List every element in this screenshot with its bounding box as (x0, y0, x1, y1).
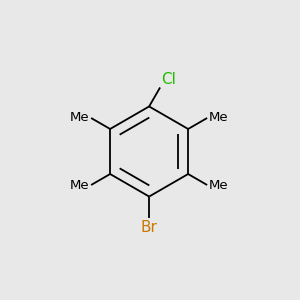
Text: Me: Me (208, 179, 228, 192)
Text: Me: Me (208, 111, 228, 124)
Text: Cl: Cl (161, 71, 176, 86)
Text: Me: Me (70, 111, 90, 124)
Text: Br: Br (141, 220, 158, 235)
Text: Me: Me (70, 179, 90, 192)
